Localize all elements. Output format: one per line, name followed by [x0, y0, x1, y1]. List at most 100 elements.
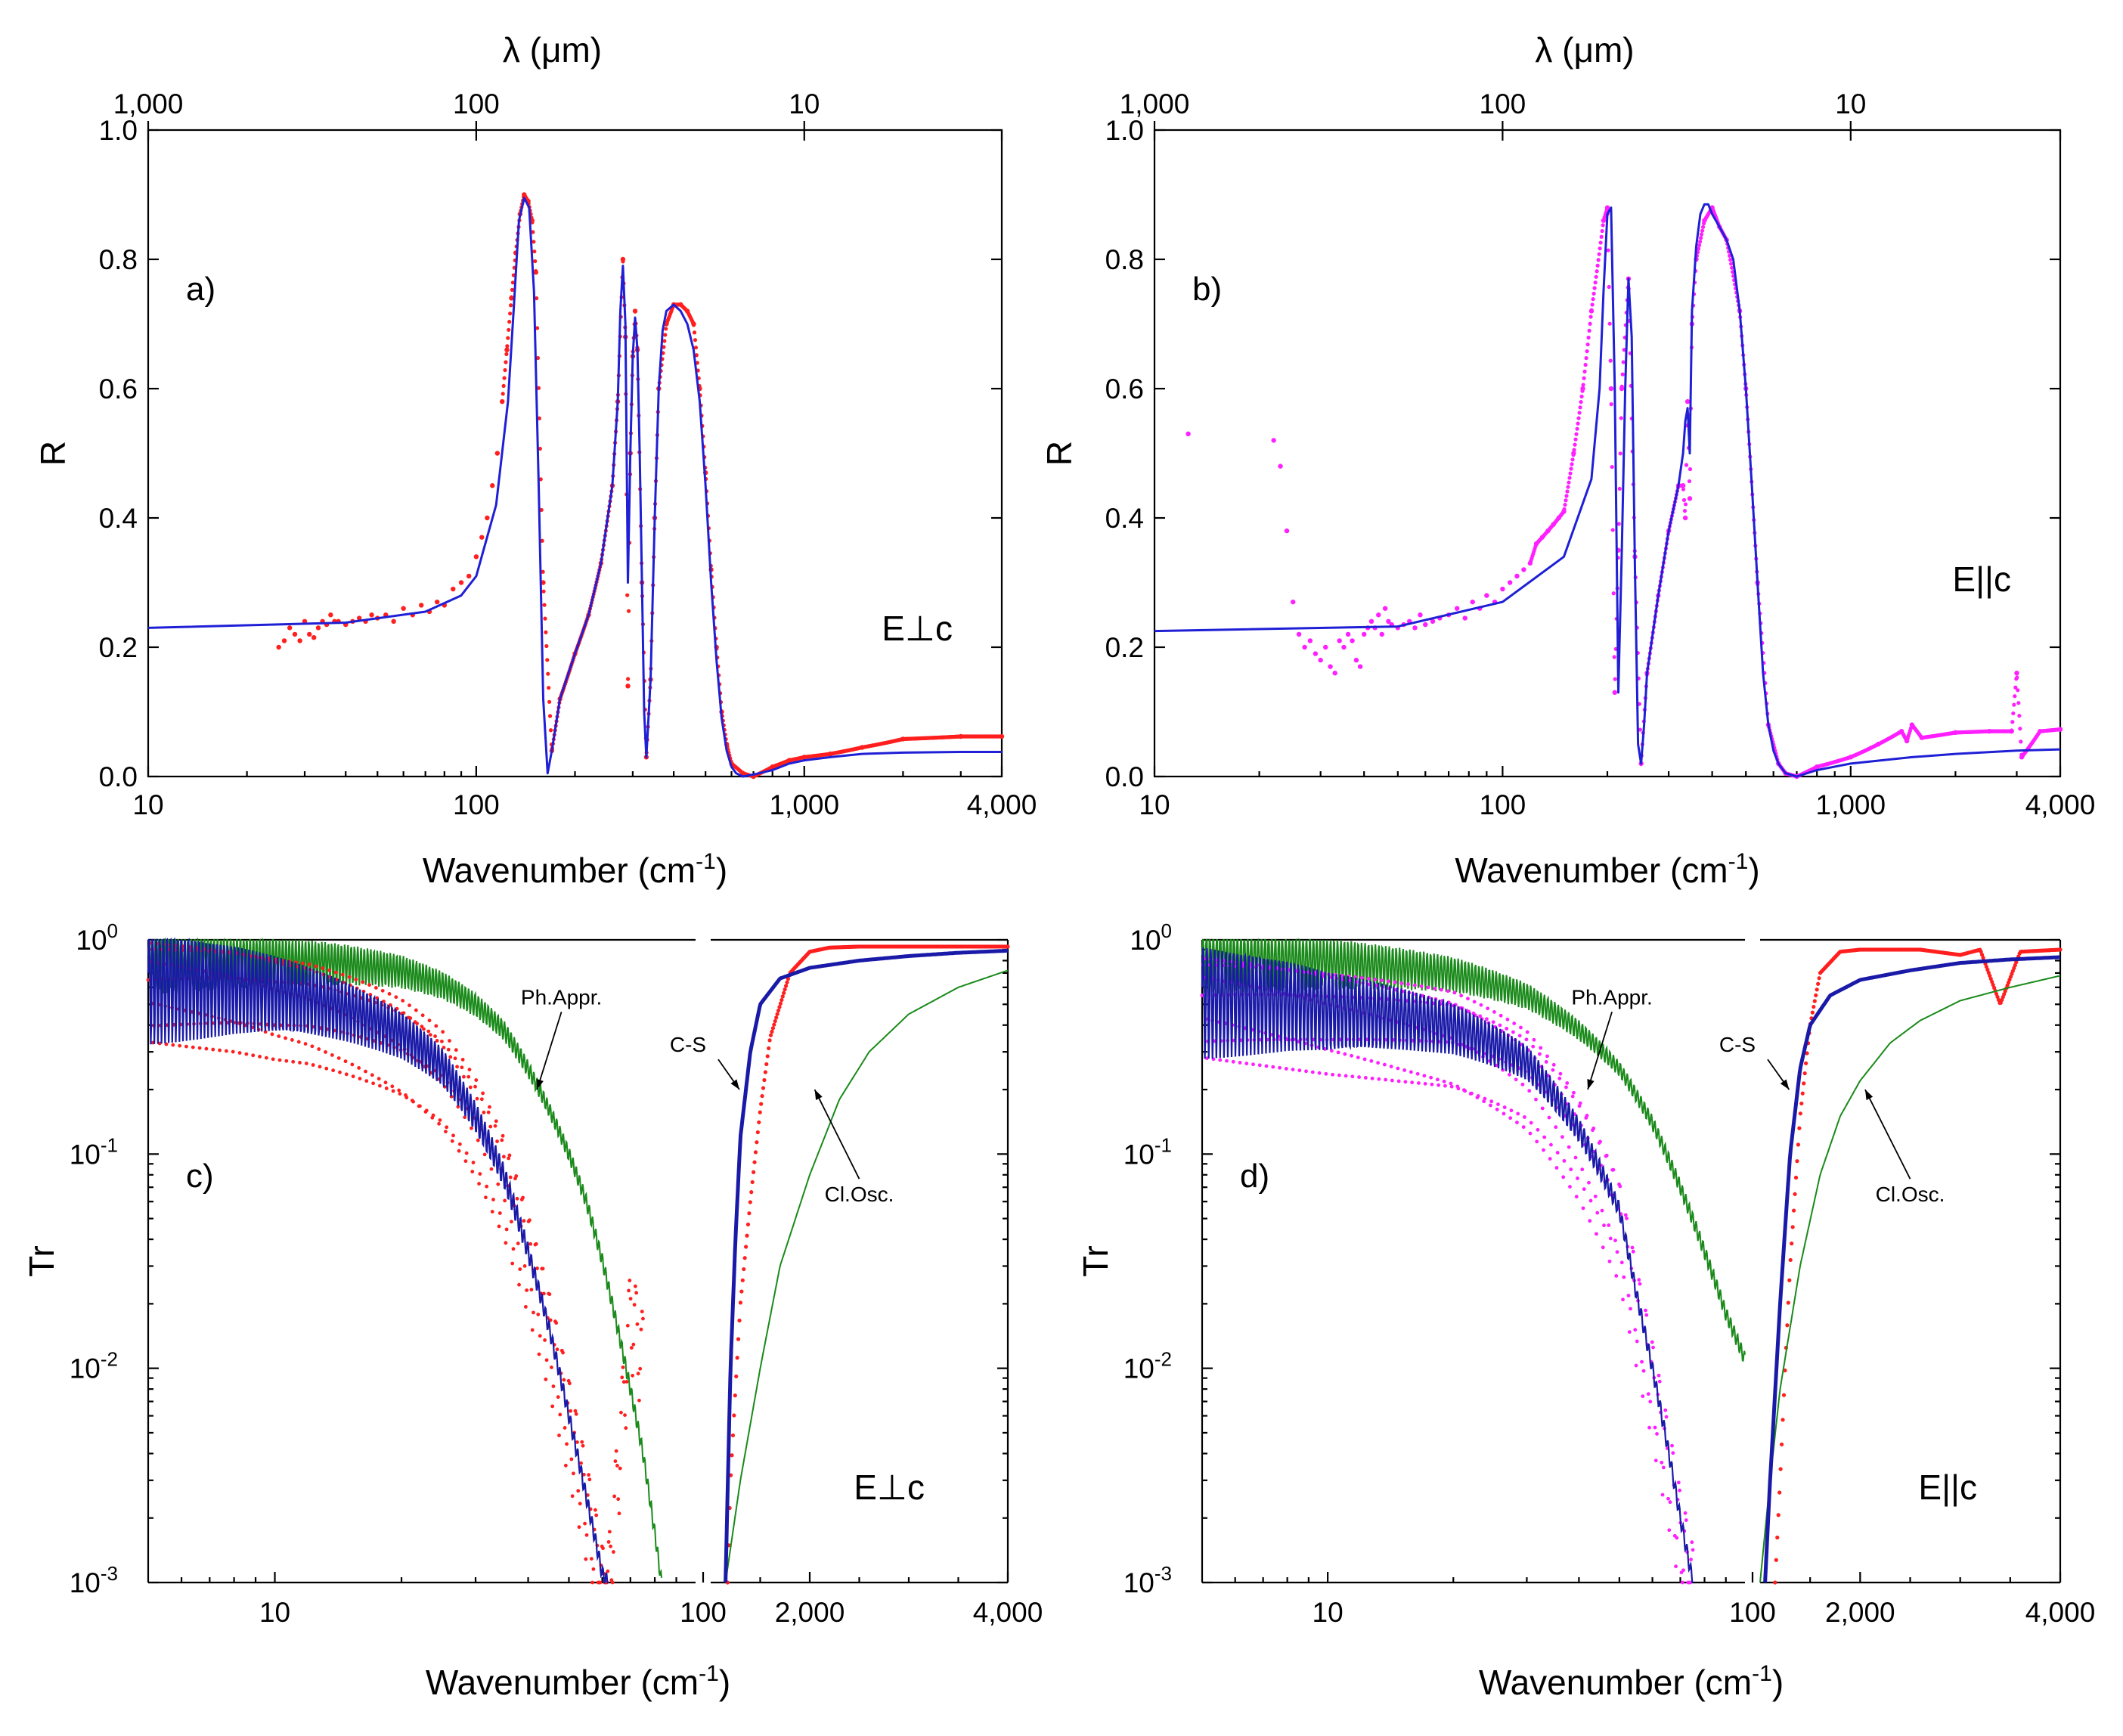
measured-point [330, 1053, 334, 1057]
measured-point [1369, 1059, 1374, 1063]
x-tick-label: 100 [453, 789, 500, 820]
experiment-point [1681, 487, 1686, 491]
experiment-point [1590, 302, 1595, 307]
measured-point [460, 1065, 464, 1070]
experiment-point [2011, 711, 2016, 716]
experiment-point [1592, 286, 1597, 290]
experiment-point [1994, 991, 1999, 997]
experiment-point [1588, 321, 1592, 326]
measured-point [1390, 1078, 1394, 1083]
experiment-point [1790, 1225, 1795, 1229]
experiment-point [745, 1222, 751, 1227]
experiment-point [510, 287, 515, 292]
experiment-point [1793, 1175, 1799, 1180]
measured-point [1362, 1057, 1367, 1062]
experiment-point [508, 303, 513, 308]
x-axis-title-sup: -1 [1728, 849, 1749, 874]
measured-point [237, 1051, 242, 1055]
experiment-point [763, 1070, 767, 1074]
experiment-point [1595, 263, 1600, 268]
measured-point [585, 1493, 590, 1497]
measured-point [601, 1546, 605, 1551]
annotation-arrowhead [730, 1079, 739, 1090]
experiment-point [1697, 243, 1702, 247]
measured-point [415, 1021, 420, 1026]
experiment-point [1361, 631, 1367, 637]
experiment-point [780, 994, 785, 999]
experiment-point [1774, 1558, 1778, 1562]
measured-point [625, 1323, 630, 1328]
measured-point [321, 966, 325, 970]
measured-point [555, 1347, 559, 1352]
measured-point [1511, 1030, 1515, 1034]
measured-point [1278, 1065, 1282, 1070]
experiment-point [2012, 702, 2016, 707]
measured-point [1644, 1308, 1647, 1313]
measured-point [1329, 1049, 1334, 1053]
measured-point [565, 1442, 569, 1446]
measured-point [1238, 1060, 1242, 1065]
measured-point [503, 1198, 507, 1203]
measured-point [1540, 1106, 1545, 1111]
measured-point [450, 1139, 454, 1143]
experiment-point [1796, 1142, 1801, 1147]
measured-point [455, 1065, 459, 1069]
measured-point [569, 1409, 573, 1413]
measured-point [1640, 1359, 1644, 1364]
top-tick-label: 1,000 [113, 88, 184, 119]
measured-point [1363, 1076, 1368, 1080]
experiment-point [1611, 591, 1616, 596]
experiment-point [500, 399, 504, 404]
measured-point [424, 1108, 429, 1113]
measured-point [1478, 1014, 1483, 1018]
y-tick-exp: -3 [1154, 1562, 1172, 1585]
experiment-point [1598, 240, 1603, 245]
measured-point [1505, 1017, 1510, 1021]
experiment-point [2016, 688, 2020, 693]
measured-point [277, 1058, 282, 1062]
measured-point [1674, 1564, 1678, 1569]
measured-point [1554, 1125, 1558, 1130]
measured-point [1587, 1180, 1591, 1185]
measured-point [1664, 1415, 1669, 1419]
experiment-point [1990, 979, 1994, 984]
measured-point [1551, 1068, 1555, 1072]
experiment-point [1616, 522, 1621, 526]
measured-point [567, 1381, 572, 1386]
experiment-point [744, 1245, 748, 1249]
experiment-point [772, 1022, 776, 1027]
measured-point [1626, 1294, 1631, 1297]
measured-point [1416, 1081, 1421, 1085]
measured-point [1627, 1330, 1632, 1335]
experiment-point [292, 631, 298, 637]
experiment-point [505, 344, 510, 349]
experiment-point [1786, 1300, 1790, 1305]
measured-point [501, 1133, 505, 1138]
annotation-arrowhead [1864, 1090, 1874, 1100]
measured-point [1442, 1079, 1446, 1083]
fit-series [147, 197, 1002, 778]
experiment-point [1609, 402, 1613, 407]
measured-point [448, 1055, 453, 1059]
measured-point [314, 964, 318, 969]
measured-point [584, 1533, 589, 1537]
measured-point [558, 1412, 563, 1417]
measured-point [1200, 994, 1204, 997]
experiment-point [1617, 486, 1622, 491]
measured-point [347, 975, 352, 979]
experiment-point [503, 367, 507, 373]
measured-point [606, 1569, 610, 1573]
experiment-point [1593, 281, 1598, 285]
measured-point [572, 1471, 575, 1476]
experiment-point [1585, 342, 1590, 347]
measured-point [434, 1024, 439, 1028]
measured-point [471, 1161, 476, 1164]
y-tick-label: 100 [76, 919, 118, 956]
experiment-point [1816, 981, 1821, 986]
measured-point [197, 1046, 202, 1050]
measured-point [420, 1013, 425, 1018]
experiment-point [1353, 657, 1359, 663]
measured-point [1443, 1083, 1447, 1088]
measured-point [1350, 1074, 1355, 1079]
experiment-point [1687, 496, 1693, 501]
